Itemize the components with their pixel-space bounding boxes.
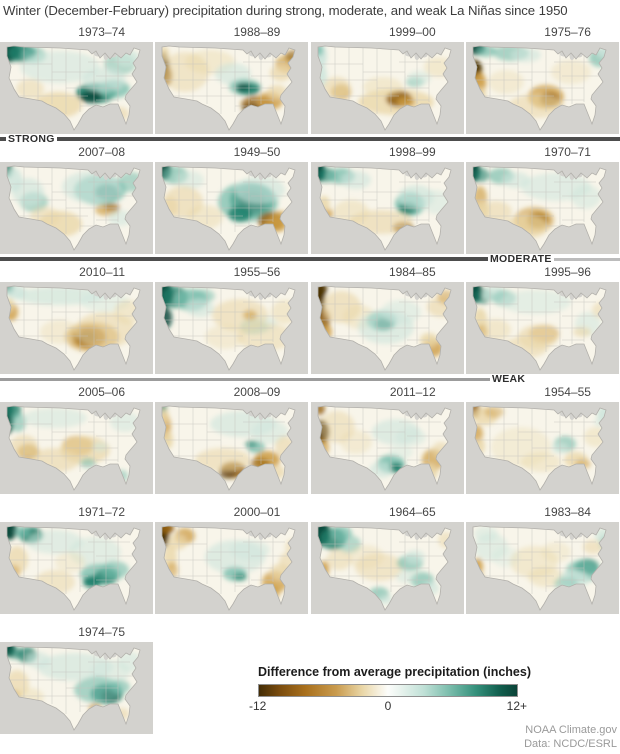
map-year-label: 1964–65 — [388, 505, 436, 519]
map-year-label: 2010–11 — [79, 265, 125, 279]
divider-weak: WEAK — [0, 373, 620, 385]
map-tile-1999-00: 1999–00 — [310, 24, 464, 134]
map-tile-1949-50: 1949–50 — [155, 144, 309, 254]
divider-dash — [0, 137, 6, 141]
map-tile-1964-65: 1964–65 — [310, 504, 464, 614]
map-year-label: 2000–01 — [233, 505, 281, 519]
us-precipitation-map — [155, 162, 309, 254]
divider-moderate: MODERATE — [0, 253, 620, 265]
us-precipitation-map — [155, 42, 309, 134]
map-tile-1974-75: 1974–75 — [0, 624, 153, 734]
map-year-label: 1955–56 — [233, 265, 281, 279]
map-tile-1954-55: 1954–55 — [465, 384, 619, 494]
divider-dash — [484, 377, 490, 381]
legend-max-label: 12+ — [506, 699, 527, 713]
map-tile-1970-71: 1970–71 — [465, 144, 619, 254]
us-precipitation-map — [155, 402, 309, 494]
us-precipitation-map — [310, 522, 464, 614]
map-year-label: 1998–99 — [388, 145, 436, 159]
legend: Difference from average precipitation (i… — [249, 665, 531, 715]
us-precipitation-map — [465, 282, 619, 374]
us-precipitation-map — [0, 642, 153, 734]
map-year-label: 1995–96 — [544, 265, 591, 279]
divider-line — [559, 257, 620, 261]
map-tile-2008-09: 2008–09 — [155, 384, 309, 494]
map-year-label: 1970–71 — [544, 145, 591, 159]
map-tile-2007-08: 2007–08 — [0, 144, 153, 254]
legend-min-label: -12 — [249, 699, 267, 713]
credit-data: Data: NCDC/ESRL — [524, 737, 617, 750]
map-year-label: 1999–00 — [388, 25, 436, 39]
map-year-label: 2005–06 — [78, 385, 125, 399]
divider-dash — [482, 257, 488, 261]
us-precipitation-map — [465, 162, 619, 254]
legend-title: Difference from average precipitation (i… — [258, 665, 531, 679]
us-precipitation-map — [465, 42, 619, 134]
divider-dash — [553, 257, 560, 261]
credit: NOAA Climate.gov Data: NCDC/ESRL — [524, 724, 617, 752]
map-tile-1971-72: 1971–72 — [0, 504, 153, 614]
us-precipitation-map — [0, 162, 153, 254]
map-tile-1995-96: 1995–96 — [465, 264, 619, 374]
us-precipitation-map — [155, 282, 309, 374]
us-precipitation-map — [0, 522, 153, 614]
us-precipitation-map — [0, 282, 153, 374]
map-year-label: 1954–55 — [544, 385, 591, 399]
map-tile-2000-01: 2000–01 — [155, 504, 309, 614]
map-tile-1975-76: 1975–76 — [465, 24, 619, 134]
us-precipitation-map — [310, 282, 464, 374]
strength-label-weak: WEAK — [492, 373, 526, 385]
map-year-label: 2011–12 — [389, 385, 436, 399]
map-year-label: 2008–09 — [233, 385, 281, 399]
map-tile-2010-11: 2010–11 — [0, 264, 153, 374]
legend-ticks: -12 0 12+ — [249, 699, 527, 715]
map-year-label: 1984–85 — [388, 265, 436, 279]
map-tile-1984-85: 1984–85 — [310, 264, 464, 374]
strength-label-moderate: MODERATE — [490, 253, 552, 265]
map-tile-2005-06: 2005–06 — [0, 384, 153, 494]
divider-line — [0, 257, 482, 261]
map-year-label: 2007–08 — [78, 145, 125, 159]
map-year-label: 1949–50 — [233, 145, 281, 159]
us-precipitation-map — [310, 162, 464, 254]
us-precipitation-map — [0, 42, 153, 134]
map-year-label: 1983–84 — [544, 505, 591, 519]
map-year-label: 1975–76 — [544, 25, 591, 39]
credit-source: NOAA Climate.gov — [525, 724, 617, 736]
map-year-label: 1973–74 — [78, 25, 125, 39]
legend-colorbar — [258, 684, 518, 697]
map-year-label: 1974–75 — [78, 625, 125, 639]
us-precipitation-map — [310, 402, 464, 494]
map-tile-1973-74: 1973–74 — [0, 24, 153, 134]
divider-line — [56, 137, 620, 141]
map-tile-1988-89: 1988–89 — [155, 24, 309, 134]
map-tile-2011-12: 2011–12 — [310, 384, 464, 494]
divider-strong: STRONG — [0, 133, 620, 145]
map-tile-1955-56: 1955–56 — [155, 264, 309, 374]
map-tile-1998-99: 1998–99 — [310, 144, 464, 254]
us-precipitation-map — [0, 402, 153, 494]
strength-label-strong: STRONG — [8, 133, 55, 145]
us-precipitation-map — [155, 522, 309, 614]
us-precipitation-map — [465, 522, 619, 614]
map-year-label: 1988–89 — [233, 25, 281, 39]
legend-zero-label: 0 — [384, 699, 392, 713]
us-precipitation-map — [465, 402, 619, 494]
map-year-label: 1971–72 — [78, 505, 125, 519]
us-precipitation-map — [310, 42, 464, 134]
divider-line — [0, 377, 484, 381]
figure-title: Winter (December-February) precipitation… — [3, 3, 568, 18]
map-tile-1983-84: 1983–84 — [465, 504, 619, 614]
